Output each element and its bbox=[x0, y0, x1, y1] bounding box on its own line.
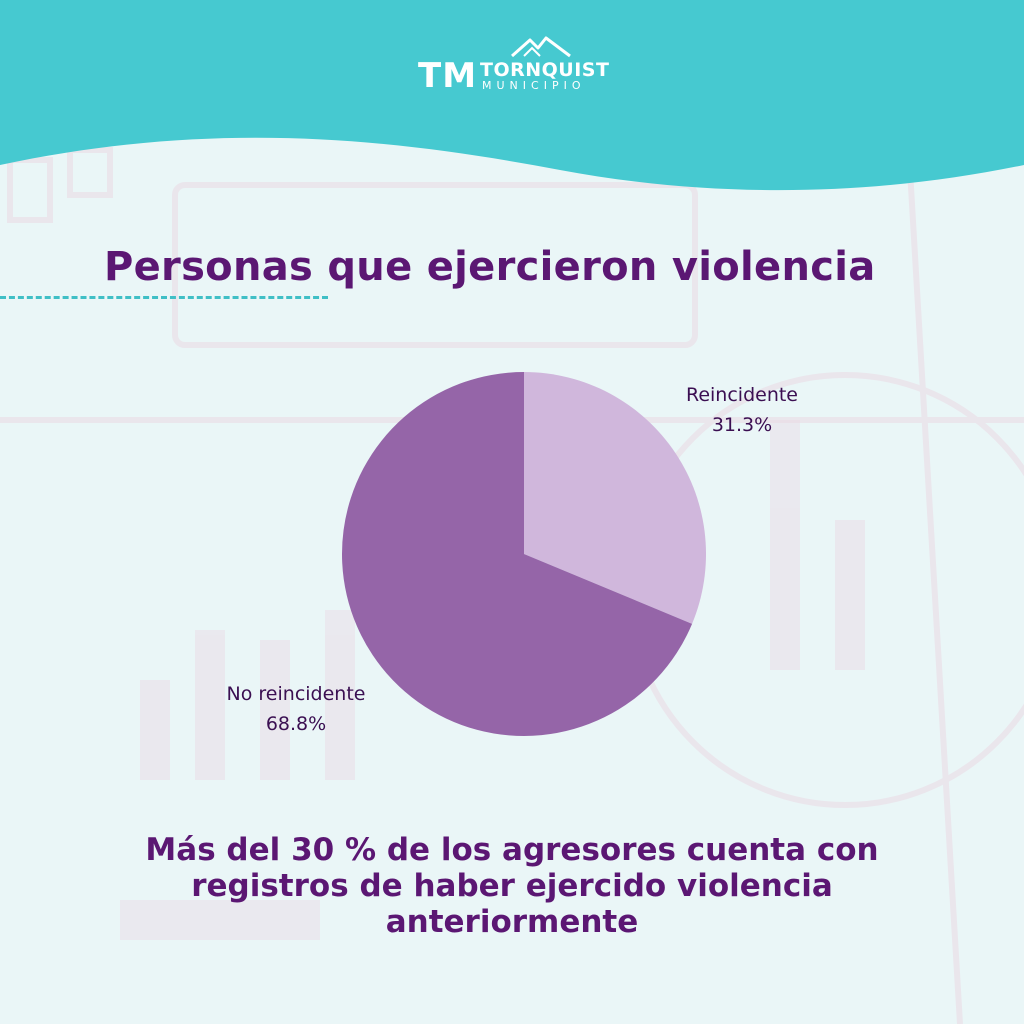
pie-slice-reincidente bbox=[524, 372, 706, 624]
slice-value-no-reincidente: 68.8% bbox=[266, 713, 326, 735]
footer-statement: Más del 30 % de los agresores cuenta con… bbox=[60, 832, 964, 940]
brand-name: TORNQUIST bbox=[480, 59, 610, 81]
footer-line-1: Más del 30 % de los agresores cuenta con bbox=[145, 832, 879, 868]
title-underline bbox=[0, 296, 328, 299]
footer-line-3: anteriormente bbox=[385, 904, 639, 940]
brand-subtitle: MUNICIPIO bbox=[482, 79, 586, 92]
slice-label-no-reincidente: No reincidente bbox=[227, 683, 366, 705]
slice-label-reincidente: Reincidente bbox=[686, 384, 798, 406]
brand-mark: TM bbox=[418, 56, 478, 96]
mountain-icon bbox=[511, 36, 571, 58]
pie-slice-no-reincidente bbox=[342, 372, 693, 736]
footer-line-2: registros de haber ejercido violencia bbox=[191, 868, 833, 904]
header-banner bbox=[0, 0, 1024, 191]
slice-value-reincidente: 31.3% bbox=[712, 414, 772, 436]
brand-logo: TM TORNQUIST MUNICIPIO bbox=[418, 36, 610, 98]
page-title: Personas que ejercieron violencia bbox=[104, 244, 876, 290]
